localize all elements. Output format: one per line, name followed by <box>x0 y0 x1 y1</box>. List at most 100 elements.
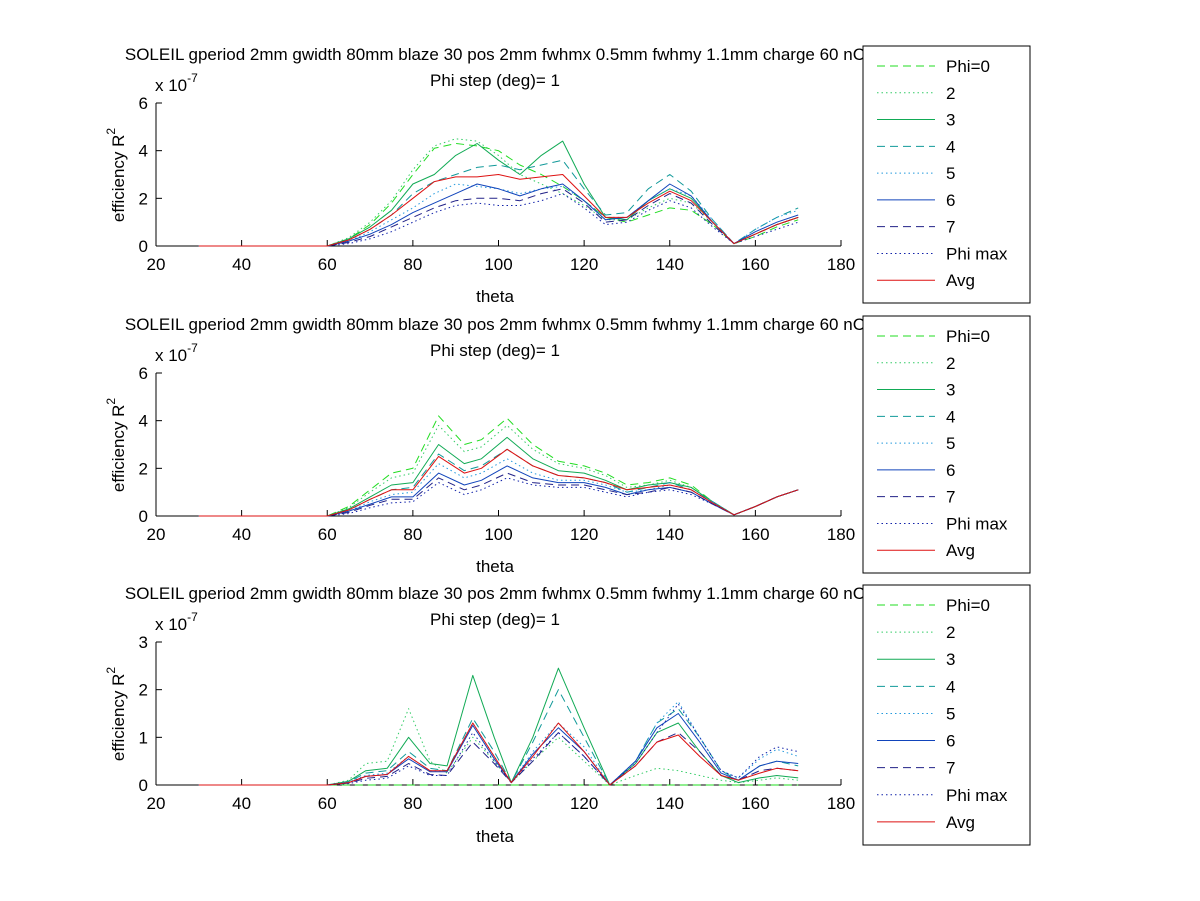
legend-label: 3 <box>946 650 955 669</box>
y-axis-label-power: 2 <box>104 398 118 405</box>
y-tick-label: 3 <box>139 633 148 652</box>
x-tick-label: 80 <box>403 794 422 813</box>
series-line <box>198 732 799 786</box>
y-exponent-base: x 10 <box>155 615 187 634</box>
x-tick-label: 120 <box>570 525 598 544</box>
legend: Phi=0 2 3 4 5 6 7 Phi max Avg <box>862 315 1031 574</box>
legend-label: 5 <box>946 704 955 723</box>
legend-label: 7 <box>946 759 955 778</box>
legend-label: 2 <box>946 623 955 642</box>
x-tick-label: 40 <box>232 794 251 813</box>
x-tick-label: 20 <box>147 255 166 274</box>
y-exponent: x 10-7 <box>155 610 198 634</box>
subplot-3: SOLEIL gperiod 2mm gwidth 80mm blaze 30 … <box>104 584 1031 846</box>
y-axis-label-text: efficiency R <box>109 405 128 493</box>
y-exponent: x 10-7 <box>155 71 198 95</box>
y-tick-label: 1 <box>139 728 148 747</box>
x-tick-label: 20 <box>147 794 166 813</box>
chart-title: SOLEIL gperiod 2mm gwidth 80mm blaze 30 … <box>125 584 965 603</box>
y-axis-label-power: 2 <box>104 128 118 135</box>
x-tick-label: 180 <box>827 794 855 813</box>
y-tick-label: 6 <box>139 364 148 383</box>
x-tick-label: 40 <box>232 525 251 544</box>
legend-label: 6 <box>946 732 955 751</box>
plot-area: 20 40 60 80 100 120 140 160 180 0 1 2 3 <box>139 633 856 813</box>
legend-label: Phi max <box>946 786 1008 805</box>
legend-label: Phi max <box>946 244 1008 263</box>
y-tick-label: 0 <box>139 507 148 526</box>
x-tick-label: 100 <box>484 794 512 813</box>
x-tick-label: 160 <box>741 794 769 813</box>
y-tick-label: 2 <box>139 681 148 700</box>
chart-title: SOLEIL gperiod 2mm gwidth 80mm blaze 30 … <box>125 45 965 64</box>
legend-label: Phi max <box>946 514 1008 533</box>
x-tick-label: 140 <box>656 794 684 813</box>
y-tick-label: 0 <box>139 776 148 795</box>
x-tick-label: 140 <box>656 525 684 544</box>
chart-title: SOLEIL gperiod 2mm gwidth 80mm blaze 30 … <box>125 315 965 334</box>
series-line <box>198 722 799 786</box>
legend-label: 7 <box>946 218 955 237</box>
series-line <box>198 472 799 517</box>
legend-label: Phi=0 <box>946 596 990 615</box>
legend-label: 2 <box>946 84 955 103</box>
x-axis-label: theta <box>476 827 514 846</box>
legend-label: 4 <box>946 137 955 156</box>
subplot-1: SOLEIL gperiod 2mm gwidth 80mm blaze 30 … <box>104 45 1031 306</box>
y-tick-label: 2 <box>139 459 148 478</box>
x-tick-label: 160 <box>741 525 769 544</box>
legend-label: Phi=0 <box>946 57 990 76</box>
legend-label: Avg <box>946 271 975 290</box>
chart-subtitle: Phi step (deg)= 1 <box>430 610 560 629</box>
subplot-2: SOLEIL gperiod 2mm gwidth 80mm blaze 30 … <box>104 315 1031 576</box>
legend: Phi=0 2 3 4 5 6 7 Phi max Avg <box>862 45 1031 304</box>
plot-area: 20 40 60 80 100 120 140 160 180 0 2 4 6 <box>139 364 856 544</box>
legend-label: 3 <box>946 111 955 130</box>
y-axis-label-text: efficiency R <box>109 674 128 762</box>
x-axis-label: theta <box>476 287 514 306</box>
chart-subtitle: Phi step (deg)= 1 <box>430 341 560 360</box>
x-tick-label: 40 <box>232 255 251 274</box>
series-line <box>198 436 799 517</box>
legend-label: Avg <box>946 541 975 560</box>
x-tick-label: 60 <box>318 794 337 813</box>
legend: Phi=0 2 3 4 5 6 7 Phi max Avg <box>862 584 1031 846</box>
series-line <box>198 701 799 786</box>
x-tick-label: 100 <box>484 525 512 544</box>
series-line <box>198 477 799 517</box>
x-tick-label: 140 <box>656 255 684 274</box>
legend-label: 6 <box>946 461 955 480</box>
y-exponent-power: -7 <box>187 610 198 624</box>
series-line <box>198 703 799 786</box>
y-tick-label: 4 <box>139 412 148 431</box>
x-axis-label: theta <box>476 557 514 576</box>
plot-area: 20 40 60 80 100 120 140 160 180 0 2 4 6 <box>139 94 856 274</box>
y-exponent-power: -7 <box>187 341 198 355</box>
legend-label: 3 <box>946 381 955 400</box>
legend-label: 5 <box>946 434 955 453</box>
y-exponent-base: x 10 <box>155 346 187 365</box>
series-line <box>198 174 799 247</box>
chart-subtitle: Phi step (deg)= 1 <box>430 71 560 90</box>
y-axis-label: efficiency R2 <box>104 398 128 493</box>
series-line <box>198 424 799 517</box>
legend-label: Phi=0 <box>946 327 990 346</box>
x-tick-label: 160 <box>741 255 769 274</box>
legend-label: 2 <box>946 354 955 373</box>
x-tick-label: 120 <box>570 794 598 813</box>
y-axis-label: efficiency R2 <box>104 128 128 223</box>
x-tick-label: 60 <box>318 255 337 274</box>
legend-label: 5 <box>946 164 955 183</box>
y-tick-label: 6 <box>139 94 148 113</box>
legend-label: 4 <box>946 407 955 426</box>
series-line <box>198 689 799 786</box>
x-tick-label: 60 <box>318 525 337 544</box>
y-tick-label: 2 <box>139 189 148 208</box>
x-tick-label: 80 <box>403 525 422 544</box>
y-tick-label: 0 <box>139 237 148 256</box>
x-tick-label: 120 <box>570 255 598 274</box>
x-tick-label: 20 <box>147 525 166 544</box>
x-tick-label: 80 <box>403 255 422 274</box>
y-exponent-power: -7 <box>187 71 198 85</box>
